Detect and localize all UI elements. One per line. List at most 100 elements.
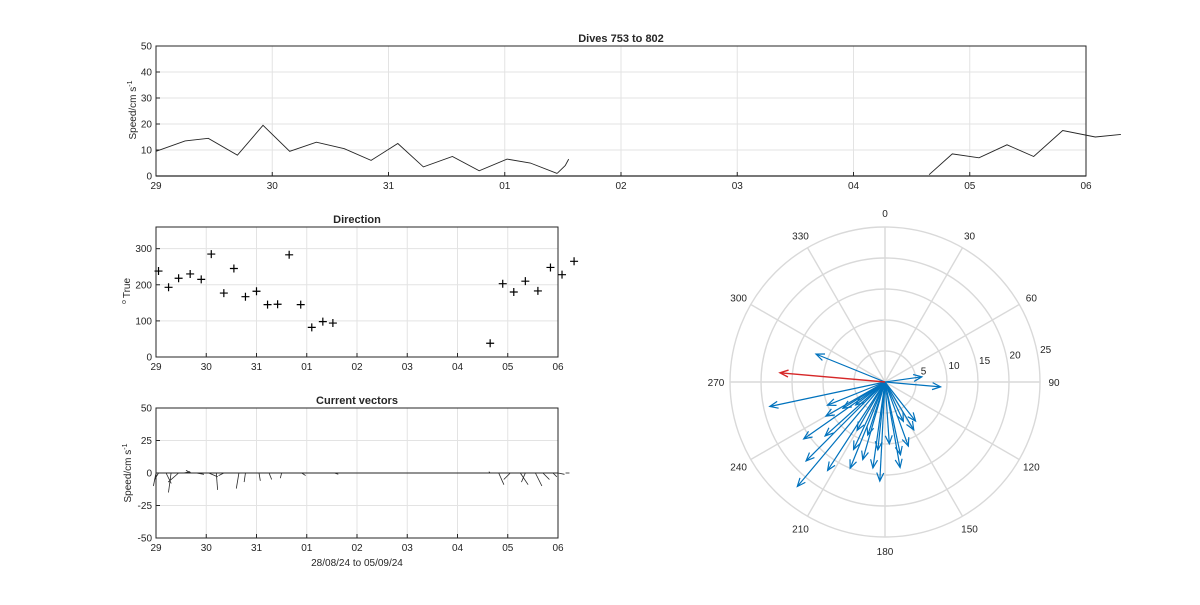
vector-stick: [167, 472, 179, 483]
polar-vector-head: [896, 412, 904, 423]
polar-vector-head: [768, 400, 779, 409]
polar-radius-label: 10: [948, 361, 960, 372]
speed-xtick-label: 02: [615, 181, 627, 192]
polar-spoke: [806, 247, 886, 383]
vector-stick: [535, 472, 543, 487]
vector-stick: [154, 472, 159, 480]
polar-vector: [805, 381, 886, 462]
polar-vector: [884, 381, 902, 455]
polar-vector: [884, 381, 890, 444]
vector-panel-xlabel: 28/08/24 to 05/09/24: [311, 558, 403, 569]
speed-series-line: [556, 158, 570, 174]
polar-spoke: [884, 381, 1020, 461]
vector-panel-ylabel: Speed/cm s-1: [122, 443, 134, 502]
polar-angle-label: 210: [792, 524, 809, 535]
polar-vector-head: [894, 458, 903, 469]
polar-vector-head: [826, 461, 836, 472]
direction-xtick-label: 01: [301, 362, 313, 373]
vector-panel-title: Current vectors: [316, 395, 398, 407]
direction-xtick-label: 30: [201, 362, 213, 373]
direction-point: [296, 300, 305, 309]
vector-stick: [196, 472, 205, 475]
vector-stick: [521, 472, 526, 483]
vector-stick: [301, 472, 306, 476]
vector-panel: Current vectors Speed/cm s-1 28/08/24 to…: [122, 395, 570, 569]
polar-vector-head: [894, 445, 903, 457]
polar-spoke: [884, 303, 1020, 383]
polar-vector: [853, 381, 886, 450]
direction-point: [521, 277, 530, 286]
polar-vector-head: [861, 450, 869, 461]
polar-vector: [855, 381, 886, 406]
direction-point: [219, 289, 228, 298]
vector-stick: [258, 472, 261, 481]
polar-vector: [877, 381, 886, 450]
polar-vector-head: [870, 459, 879, 470]
vector-stick: [235, 472, 240, 489]
polar-angle-label: 240: [730, 463, 747, 474]
direction-point: [154, 267, 163, 276]
polar-vector: [803, 381, 886, 440]
direction-point: [570, 257, 579, 266]
polar-vector: [884, 381, 941, 388]
polar-vector-head: [804, 452, 815, 463]
vector-stick: [503, 472, 511, 480]
polar-vector-head: [907, 412, 917, 423]
vector-xtick-label: 31: [251, 543, 263, 554]
vector-stick: [488, 471, 491, 474]
polar-radius-label: 25: [1040, 345, 1052, 356]
direction-ytick-label: 0: [146, 353, 152, 364]
polar-vector: [856, 381, 886, 431]
polar-angle-label: 120: [1023, 463, 1040, 474]
polar-vector-head: [823, 427, 834, 437]
polar-angle-label: 0: [882, 209, 888, 220]
direction-point: [263, 300, 272, 309]
speed-ytick-label: 10: [141, 146, 153, 157]
vector-stick: [218, 472, 225, 476]
direction-point: [229, 264, 238, 273]
speed-panel-ylabel: Speed/cm s-1: [127, 80, 139, 139]
vector-xtick-label: 30: [201, 543, 213, 554]
polar-radius-label: 5: [921, 367, 927, 378]
speed-series-line: [155, 124, 558, 174]
polar-vector: [796, 381, 886, 487]
polar-radius-label: 20: [1010, 350, 1022, 361]
polar-vector-head: [802, 430, 813, 440]
direction-xtick-label: 06: [552, 362, 564, 373]
direction-point: [252, 287, 261, 296]
direction-point: [273, 300, 282, 309]
vector-xtick-label: 01: [301, 543, 313, 554]
direction-point: [207, 250, 216, 259]
polar-vector-head: [824, 408, 835, 417]
vector-stick: [185, 470, 192, 474]
polar-vector: [884, 381, 917, 422]
polar-vector-head: [856, 421, 865, 432]
vector-ytick-label: 50: [141, 404, 153, 415]
direction-ytick-label: 100: [135, 316, 152, 327]
polar-vector: [827, 381, 886, 406]
polar-radius-label: 15: [979, 356, 991, 367]
direction-xtick-label: 29: [150, 362, 162, 373]
direction-ytick-label: 300: [135, 244, 152, 255]
direction-ytick-label: 200: [135, 280, 152, 291]
direction-point: [486, 339, 495, 348]
polar-vector: [849, 381, 886, 469]
direction-point: [164, 283, 173, 292]
polar-spoke: [884, 247, 964, 383]
vector-stick: [334, 472, 339, 475]
polar-angle-label: 330: [792, 232, 809, 243]
polar-vector: [884, 381, 915, 431]
polar-vector: [769, 381, 886, 408]
speed-xtick-label: 01: [499, 181, 511, 192]
speed-ytick-label: 30: [141, 94, 153, 105]
direction-point: [186, 269, 195, 278]
polar-angle-label: 60: [1026, 294, 1038, 305]
speed-panel-title: Dives 753 to 802: [578, 33, 664, 45]
vector-stick: [268, 472, 273, 480]
speed-xtick-label: 29: [150, 181, 162, 192]
speed-xtick-label: 06: [1080, 181, 1092, 192]
polar-angle-label: 90: [1048, 378, 1060, 389]
direction-point: [546, 263, 555, 272]
polar-mean-vector-head: [778, 369, 789, 378]
direction-axes-box: [155, 226, 559, 358]
